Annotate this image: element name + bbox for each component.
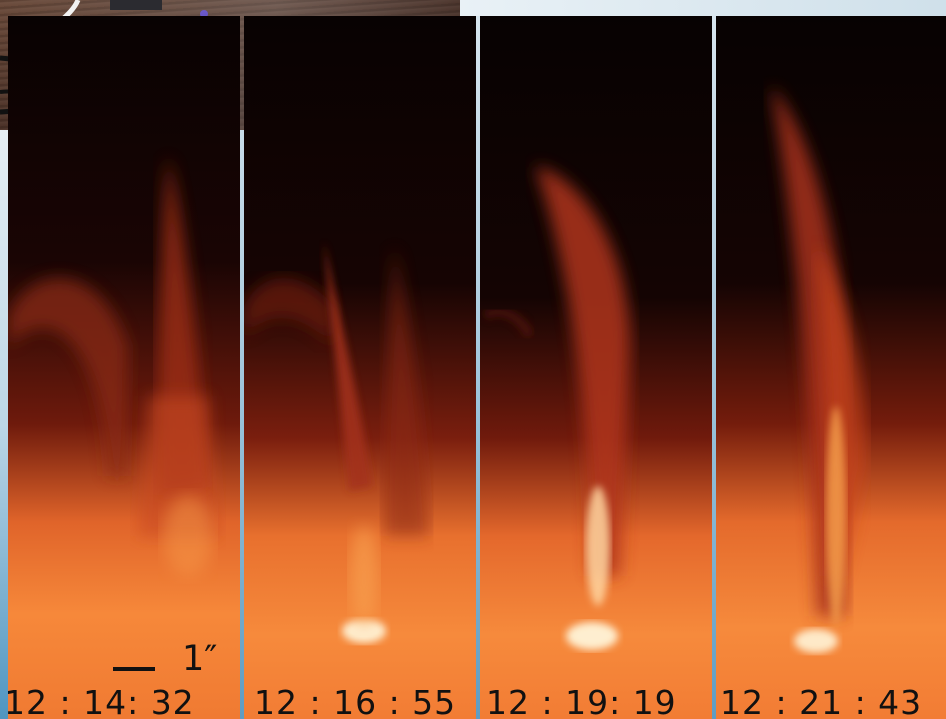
scale-bar — [113, 667, 155, 671]
background-strip — [460, 0, 946, 16]
frame-2-image — [244, 16, 476, 719]
frame-4-timestamp: 12 : 21 : 43 — [720, 683, 923, 719]
frame-1 — [8, 16, 240, 719]
frame-3-image — [480, 16, 712, 719]
frame-3 — [480, 16, 712, 719]
background-left-edge — [0, 130, 8, 719]
solar-jet-mosaic: 1″ 12 : 14: 32 12 : 16 : 55 12 : 19: 19 … — [8, 16, 946, 719]
frame-4-image — [716, 16, 946, 719]
frame-3-timestamp: 12 : 19: 19 — [486, 683, 677, 719]
frame-1-image — [8, 16, 240, 719]
frame-2-timestamp: 12 : 16 : 55 — [254, 683, 457, 719]
frame-1-timestamp: 12 : 14: 32 — [8, 683, 195, 719]
frame-4 — [716, 16, 946, 719]
scale-bar-label: 1″ — [182, 639, 218, 679]
frame-2 — [244, 16, 476, 719]
